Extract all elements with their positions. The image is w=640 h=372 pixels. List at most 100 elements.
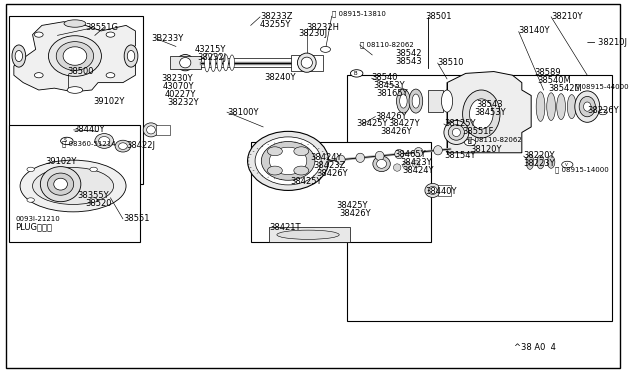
Ellipse shape [356,153,365,163]
Text: Ⓢ 08360-51214: Ⓢ 08360-51214 [63,141,116,147]
Text: 38551: 38551 [123,214,149,223]
Text: 38425Y: 38425Y [291,177,322,186]
Text: 38422J: 38422J [126,141,155,150]
Text: Ⓑ 08110-82062: Ⓑ 08110-82062 [468,136,522,143]
Circle shape [106,32,115,37]
Ellipse shape [584,102,591,111]
Text: 38542: 38542 [396,49,422,58]
Ellipse shape [33,167,113,205]
Text: ⓥ 08915-14000: ⓥ 08915-14000 [555,166,609,173]
Ellipse shape [124,45,138,67]
Text: 38232J: 38232J [198,53,227,62]
Ellipse shape [248,131,328,190]
Ellipse shape [547,156,555,168]
Bar [348,75,612,321]
Ellipse shape [127,51,135,62]
Ellipse shape [255,137,321,185]
Circle shape [465,139,476,146]
Text: 0093I-21210: 0093I-21210 [15,216,60,222]
Text: 38230J: 38230J [299,29,328,38]
Ellipse shape [40,167,81,202]
Ellipse shape [180,58,191,68]
Ellipse shape [230,55,234,70]
Ellipse shape [470,99,493,129]
Bar [428,90,444,112]
Ellipse shape [147,126,156,134]
Ellipse shape [403,162,410,169]
Ellipse shape [12,45,26,67]
Circle shape [321,46,330,52]
Text: 38355Y: 38355Y [77,191,108,200]
Text: V: V [564,163,568,167]
Text: 38427Y: 38427Y [388,119,419,128]
Ellipse shape [115,140,131,152]
Ellipse shape [567,94,576,119]
Text: 38453Y: 38453Y [373,81,404,90]
Ellipse shape [526,155,534,169]
Ellipse shape [547,93,556,121]
Ellipse shape [177,55,194,71]
Bar [9,125,140,242]
Ellipse shape [428,186,437,195]
Circle shape [351,70,363,77]
Ellipse shape [463,90,500,138]
Ellipse shape [448,125,465,140]
Text: PLUGプラグ: PLUGプラグ [15,222,52,231]
Text: 38426Y: 38426Y [339,209,371,218]
Ellipse shape [277,230,339,239]
Circle shape [268,147,282,155]
Text: B: B [467,140,470,145]
Text: 38154Y: 38154Y [444,151,476,160]
Circle shape [27,198,35,202]
Text: 38542M: 38542M [548,84,582,93]
Text: 40227Y: 40227Y [164,90,196,99]
Circle shape [61,137,73,145]
Text: 39102Y: 39102Y [45,157,76,166]
Ellipse shape [118,143,127,150]
Text: 38426Y: 38426Y [380,127,412,136]
Ellipse shape [143,123,159,137]
Text: 38453Y: 38453Y [474,108,506,118]
Ellipse shape [425,183,440,198]
Ellipse shape [442,90,452,112]
Text: 38423Z: 38423Z [313,161,346,170]
Text: 38120Y: 38120Y [470,145,502,154]
Text: 38543: 38543 [396,57,422,66]
Text: 38232Y: 38232Y [167,98,199,107]
Text: 38510: 38510 [438,58,464,67]
Circle shape [268,166,282,175]
Ellipse shape [99,137,110,145]
Text: 38551F: 38551F [463,127,494,136]
Text: Ⓑ 08110-82062: Ⓑ 08110-82062 [360,42,413,48]
Ellipse shape [414,148,423,157]
Bar [438,185,451,196]
Text: 38440Y: 38440Y [74,125,105,134]
Ellipse shape [575,91,600,122]
Text: 43255Y: 43255Y [260,20,291,29]
Text: 38426Y: 38426Y [316,169,348,178]
Circle shape [27,167,35,171]
Text: 38421T: 38421T [269,223,301,232]
Text: 38520: 38520 [85,199,111,208]
Text: ⓥ 08915-44000: ⓥ 08915-44000 [575,83,628,90]
Ellipse shape [47,173,74,195]
Text: 38233Z: 38233Z [260,12,292,21]
Bar [9,16,143,184]
Ellipse shape [452,128,460,137]
Ellipse shape [56,42,93,70]
Ellipse shape [54,178,67,190]
Ellipse shape [217,54,222,71]
Circle shape [35,32,43,37]
Circle shape [294,166,308,175]
Ellipse shape [399,94,407,108]
Ellipse shape [373,156,390,171]
Text: 38425Y: 38425Y [337,201,368,210]
Text: 38230Y: 38230Y [161,74,193,83]
Text: 38465Y: 38465Y [394,151,426,160]
Ellipse shape [444,121,469,144]
Ellipse shape [412,94,420,108]
Text: 38425Y: 38425Y [356,119,388,128]
Text: 38424Y: 38424Y [403,166,435,175]
Ellipse shape [64,20,86,27]
Polygon shape [447,71,531,153]
